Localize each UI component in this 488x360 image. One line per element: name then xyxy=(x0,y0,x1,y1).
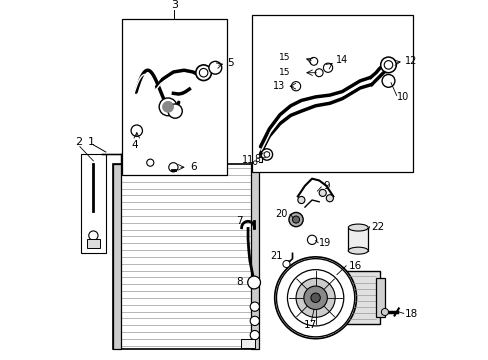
Circle shape xyxy=(247,276,260,289)
Circle shape xyxy=(291,82,300,91)
Circle shape xyxy=(274,257,356,339)
Circle shape xyxy=(288,212,303,227)
Bar xyxy=(87,239,100,248)
Circle shape xyxy=(325,195,333,202)
Text: 13: 13 xyxy=(272,81,285,91)
Bar xyxy=(347,228,367,251)
Text: 15: 15 xyxy=(279,53,290,62)
Circle shape xyxy=(264,152,269,157)
Ellipse shape xyxy=(347,224,367,231)
Circle shape xyxy=(380,57,395,73)
Text: 8: 8 xyxy=(236,278,242,288)
Circle shape xyxy=(292,216,299,223)
Text: 20: 20 xyxy=(274,208,286,219)
Text: 16: 16 xyxy=(348,261,361,271)
Circle shape xyxy=(256,158,259,162)
Text: 14: 14 xyxy=(336,55,348,65)
Circle shape xyxy=(253,161,256,165)
Circle shape xyxy=(199,68,207,77)
Circle shape xyxy=(283,260,289,267)
Text: 10: 10 xyxy=(397,92,409,102)
Bar xyxy=(317,271,379,324)
Bar xyxy=(81,154,105,253)
Circle shape xyxy=(309,58,317,65)
Bar xyxy=(251,15,412,172)
Bar xyxy=(113,165,258,349)
Text: 12: 12 xyxy=(404,56,416,66)
Text: 1: 1 xyxy=(88,138,95,147)
Bar xyxy=(375,278,384,317)
Text: 17: 17 xyxy=(303,320,316,330)
Circle shape xyxy=(310,293,320,302)
Circle shape xyxy=(287,270,343,326)
Circle shape xyxy=(168,104,182,118)
Circle shape xyxy=(303,286,326,310)
Circle shape xyxy=(250,316,259,325)
Text: 3: 3 xyxy=(170,0,178,10)
Text: 2: 2 xyxy=(76,137,82,147)
Circle shape xyxy=(295,278,334,317)
Circle shape xyxy=(381,309,387,316)
Circle shape xyxy=(250,302,259,311)
Text: 5: 5 xyxy=(227,58,234,68)
Circle shape xyxy=(315,69,323,77)
Text: 18: 18 xyxy=(404,310,417,319)
Circle shape xyxy=(323,63,332,72)
Circle shape xyxy=(89,231,98,240)
Circle shape xyxy=(131,125,142,136)
Text: 21: 21 xyxy=(269,251,282,261)
Bar xyxy=(241,339,255,347)
Ellipse shape xyxy=(347,247,367,254)
Text: 22: 22 xyxy=(370,222,384,232)
Circle shape xyxy=(163,102,173,112)
Circle shape xyxy=(146,159,154,166)
Circle shape xyxy=(307,235,316,244)
Circle shape xyxy=(381,75,394,87)
Text: 19: 19 xyxy=(319,238,331,248)
Bar xyxy=(113,165,121,349)
Bar xyxy=(122,19,226,175)
Text: 11: 11 xyxy=(242,155,254,165)
Text: 15: 15 xyxy=(279,68,290,77)
Circle shape xyxy=(261,149,272,160)
Circle shape xyxy=(256,154,259,158)
Text: 6: 6 xyxy=(190,162,196,172)
Circle shape xyxy=(384,60,392,69)
Circle shape xyxy=(319,189,325,197)
Circle shape xyxy=(208,61,221,74)
Text: 7: 7 xyxy=(236,216,242,226)
Circle shape xyxy=(159,98,177,116)
Bar xyxy=(250,165,258,349)
Circle shape xyxy=(297,197,305,203)
Circle shape xyxy=(250,330,259,340)
Circle shape xyxy=(276,259,354,337)
Text: 4: 4 xyxy=(131,140,137,150)
Text: 9: 9 xyxy=(323,181,329,191)
Circle shape xyxy=(168,163,178,172)
Circle shape xyxy=(195,65,211,81)
